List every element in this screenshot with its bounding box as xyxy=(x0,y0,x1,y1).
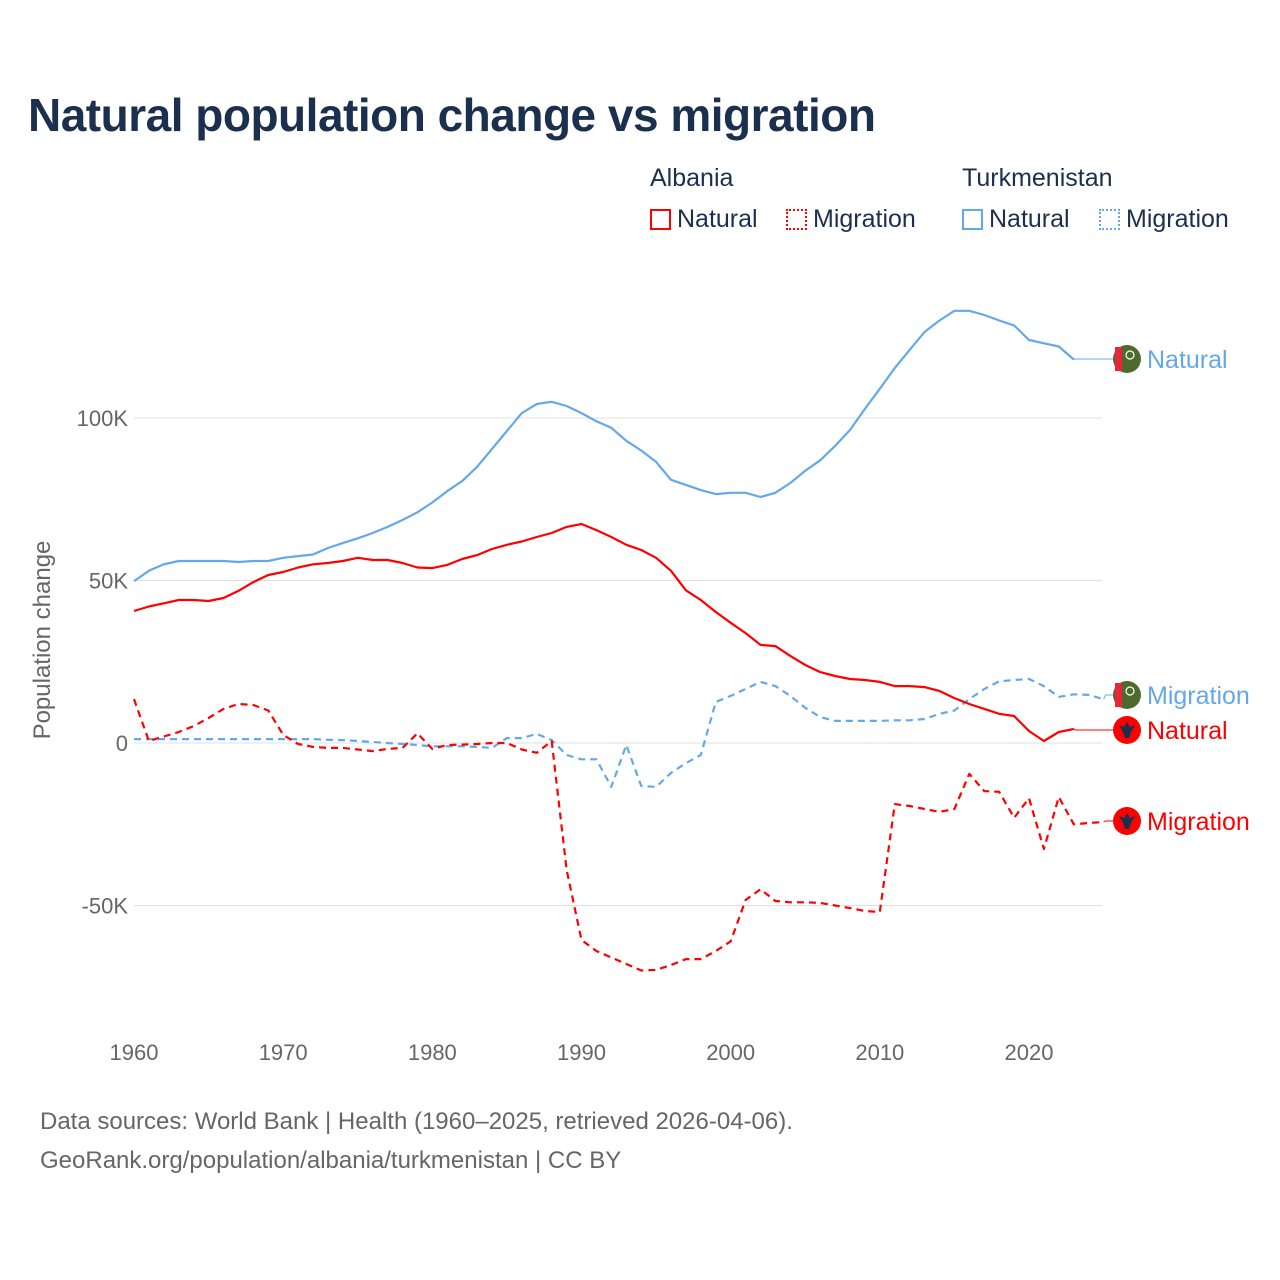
x-tick-label: 2010 xyxy=(855,1040,904,1065)
end-labels: Natural Migration Natural Migration xyxy=(1073,345,1250,836)
series-line-albania-migration xyxy=(132,698,1104,972)
end-label: Migration xyxy=(1147,808,1250,836)
label-connector xyxy=(1073,728,1114,731)
legend-swatch-solid-blue xyxy=(962,209,983,230)
legend-turkmenistan-natural[interactable]: Natural xyxy=(962,205,1070,234)
y-axis-ticks: 100K 50K 0 -50K xyxy=(77,406,129,919)
x-tick-label: 1990 xyxy=(557,1040,606,1065)
y-tick-label: 0 xyxy=(116,731,128,756)
y-axis-label: Population change xyxy=(29,541,56,740)
end-label: Natural xyxy=(1147,717,1228,745)
legend-swatch-dotted-red xyxy=(786,209,807,230)
label-connector xyxy=(1103,820,1114,823)
x-tick-label: 1970 xyxy=(259,1040,308,1065)
label-connector xyxy=(1103,694,1114,700)
legend-albania-natural[interactable]: Natural xyxy=(650,205,758,234)
legend-swatch-solid-red xyxy=(650,209,671,230)
end-label: Migration xyxy=(1147,682,1250,710)
series-line-albania-natural xyxy=(133,522,1075,743)
y-tick-label: -50K xyxy=(82,894,129,919)
legend-label: Natural xyxy=(677,205,758,233)
legend-label: Migration xyxy=(813,205,916,233)
legend-albania-heading: Albania xyxy=(650,164,734,192)
x-axis-ticks: 1960 1970 1980 1990 2000 2010 2020 xyxy=(110,1040,1054,1065)
x-tick-label: 2000 xyxy=(706,1040,755,1065)
series-line-turkmenistan-natural xyxy=(133,309,1075,583)
legend-label: Migration xyxy=(1126,205,1229,233)
legend-turkmenistan-migration[interactable]: Migration xyxy=(1099,205,1229,234)
albania-flag-icon xyxy=(1113,807,1141,835)
y-tick-label: 100K xyxy=(77,406,129,431)
footer-sources: Data sources: World Bank | Health (1960–… xyxy=(40,1108,793,1135)
y-tick-label: 50K xyxy=(89,569,128,594)
legend-turkmenistan-heading: Turkmenistan xyxy=(962,164,1113,192)
label-connector xyxy=(1073,358,1114,360)
legend-swatch-dotted-blue xyxy=(1099,209,1120,230)
series-line-turkmenistan-migration xyxy=(134,677,1104,788)
albania-flag-icon xyxy=(1113,716,1141,744)
series-lines xyxy=(132,309,1104,972)
gridlines xyxy=(134,417,1102,906)
x-tick-label: 2020 xyxy=(1005,1040,1054,1065)
turkmenistan-flag-icon xyxy=(1113,345,1141,373)
legend-label: Natural xyxy=(989,205,1070,233)
turkmenistan-flag-icon xyxy=(1113,681,1141,709)
chart-title: Natural population change vs migration xyxy=(28,89,876,141)
legend-albania-migration[interactable]: Migration xyxy=(786,205,916,234)
x-tick-label: 1960 xyxy=(110,1040,159,1065)
footer-attribution: GeoRank.org/population/albania/turkmenis… xyxy=(40,1147,622,1174)
x-tick-label: 1980 xyxy=(408,1040,457,1065)
end-label: Natural xyxy=(1147,346,1228,374)
